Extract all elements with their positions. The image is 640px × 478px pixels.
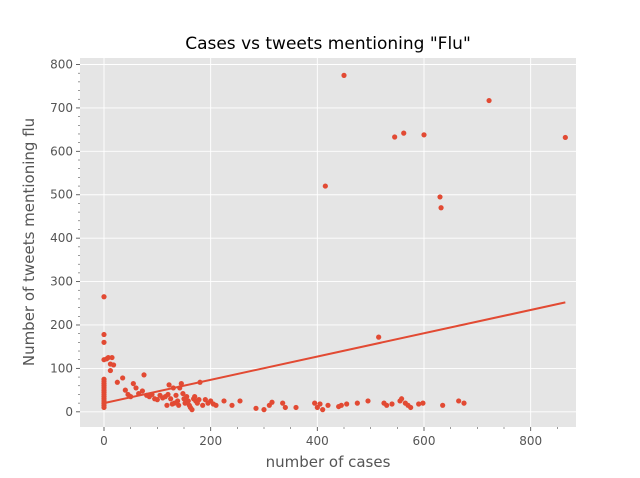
data-point — [107, 367, 113, 374]
data-point — [408, 404, 414, 411]
plot-area — [80, 58, 576, 427]
data-point — [175, 398, 181, 404]
data-point — [133, 385, 139, 391]
y-tick-label: 0 — [65, 405, 73, 419]
data-point — [354, 400, 360, 406]
data-point — [101, 404, 107, 411]
y-tick-label: 400 — [50, 231, 73, 245]
data-point — [136, 390, 142, 397]
data-point — [139, 388, 145, 394]
data-point — [421, 132, 427, 138]
data-point — [237, 398, 243, 404]
data-point — [173, 392, 179, 398]
data-point — [180, 390, 186, 397]
data-point — [325, 402, 331, 408]
data-point — [486, 97, 492, 104]
data-point — [562, 134, 568, 141]
data-point — [120, 375, 126, 381]
y-tick-label: 200 — [50, 318, 73, 332]
data-point — [282, 404, 288, 411]
data-point — [438, 205, 444, 211]
data-points — [101, 72, 568, 413]
data-point — [200, 402, 206, 408]
data-point — [177, 385, 183, 391]
data-point — [101, 339, 107, 345]
x-tick-label: 200 — [199, 434, 222, 448]
data-point — [456, 398, 462, 404]
y-tick-label: 100 — [50, 361, 73, 375]
chart-title: Cases vs tweets mentioning "Flu" — [185, 34, 471, 54]
data-point — [166, 382, 172, 388]
data-point — [344, 401, 350, 407]
data-point — [320, 407, 326, 413]
data-point — [196, 397, 202, 403]
data-point — [130, 380, 136, 387]
data-point — [168, 396, 174, 402]
data-point — [213, 402, 219, 408]
data-point — [164, 402, 170, 408]
data-point — [384, 402, 390, 408]
data-point — [176, 402, 182, 408]
y-tick-label: 300 — [50, 275, 73, 289]
y-axis-title: Number of tweets mentioning flu — [20, 118, 38, 366]
data-point — [197, 379, 203, 385]
data-point — [114, 379, 120, 385]
ticks: 0 200 400 600 800 0 100 200 300 400 500 600 700 800 — [50, 58, 558, 448]
data-point — [109, 354, 115, 361]
data-point — [338, 402, 344, 408]
grid — [80, 58, 576, 427]
data-point — [420, 400, 426, 406]
data-point — [178, 380, 184, 387]
x-tick-label: 0 — [100, 434, 108, 448]
data-point — [293, 404, 299, 411]
data-point — [170, 385, 176, 391]
x-tick-label: 600 — [413, 434, 436, 448]
data-point — [111, 362, 117, 368]
data-point — [437, 194, 443, 200]
data-point — [192, 394, 198, 400]
y-tick-label: 800 — [50, 58, 73, 72]
data-point — [154, 397, 160, 403]
data-point — [221, 398, 227, 404]
data-point — [440, 402, 446, 408]
data-point — [312, 400, 318, 406]
data-point — [122, 387, 128, 393]
data-point — [253, 405, 259, 411]
x-tick-label: 800 — [519, 434, 542, 448]
data-point — [128, 394, 134, 400]
data-point — [416, 401, 422, 407]
data-point — [317, 401, 323, 407]
x-tick-label: 400 — [306, 434, 329, 448]
data-point — [269, 399, 275, 405]
data-point — [389, 401, 395, 407]
data-point — [401, 130, 407, 136]
x-axis-title: number of cases — [266, 453, 391, 471]
data-point — [101, 294, 107, 300]
data-point — [229, 402, 235, 408]
data-point — [149, 391, 155, 398]
data-point — [322, 183, 328, 189]
y-tick-label: 600 — [50, 144, 73, 158]
data-point — [399, 396, 405, 402]
data-point — [105, 354, 111, 361]
y-tick-label: 700 — [50, 101, 73, 115]
data-point — [101, 331, 107, 338]
data-point — [261, 407, 267, 413]
data-point — [392, 134, 398, 140]
data-point — [185, 398, 191, 404]
data-point — [280, 400, 286, 406]
data-point — [165, 391, 171, 398]
data-point — [341, 72, 347, 78]
data-point — [141, 372, 147, 378]
data-point — [376, 334, 382, 340]
y-tick-label: 500 — [50, 188, 73, 202]
data-point — [184, 394, 190, 400]
data-point — [189, 407, 195, 413]
data-point — [365, 398, 371, 404]
data-point — [461, 400, 467, 406]
